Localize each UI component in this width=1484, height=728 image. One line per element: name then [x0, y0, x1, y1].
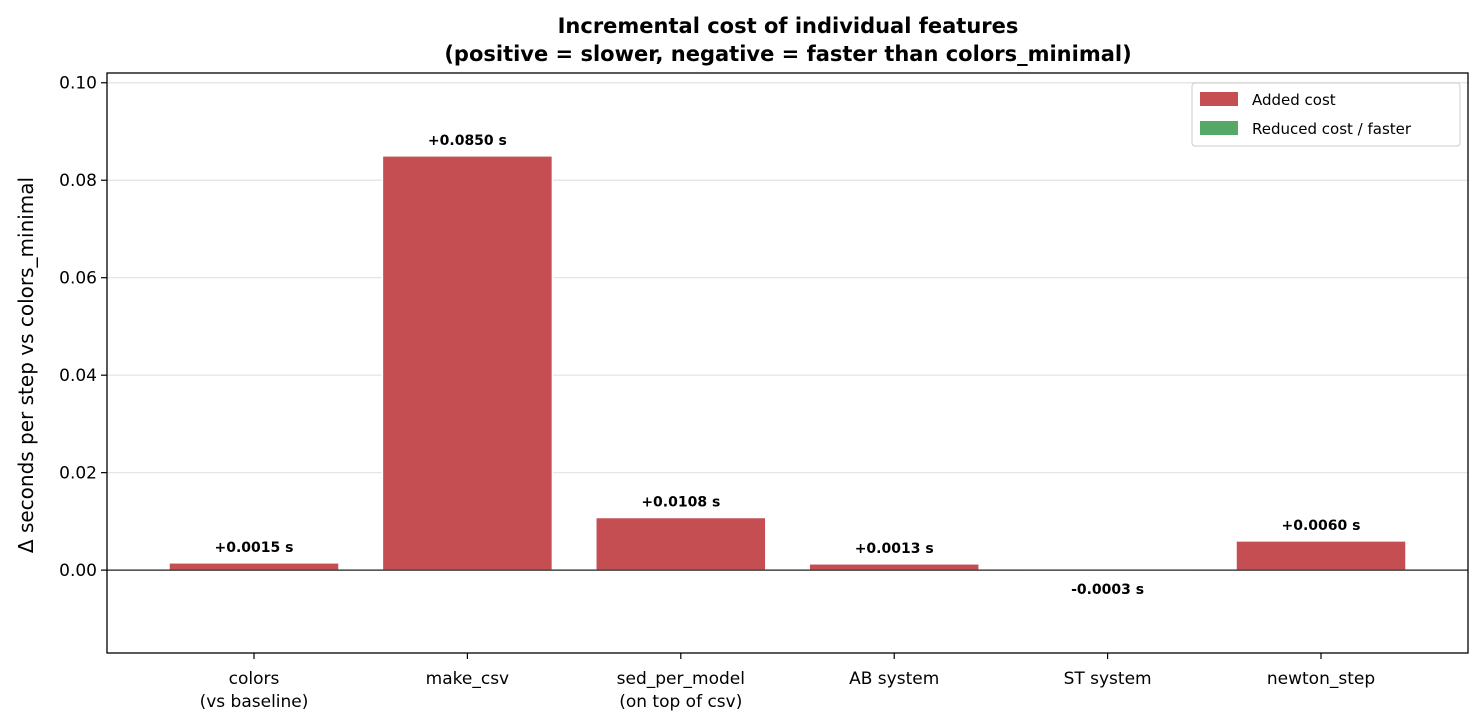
data-label: +0.0015 s: [215, 540, 294, 556]
chart-subtitle: (positive = slower, negative = faster th…: [444, 42, 1131, 66]
y-tick-label: 0.04: [59, 366, 97, 386]
legend-box: [1191, 82, 1461, 147]
data-labels: +0.0015 s +0.0850 s +0.0108 s +0.0013 s -0.0…: [215, 133, 1361, 598]
grid-lines: [107, 82, 1468, 571]
x-tick-label: colors: [229, 669, 280, 689]
bar: [595, 516, 767, 571]
x-tick-label: sed_per_model: [617, 669, 745, 689]
chart-title: Incremental cost of individual features: [558, 14, 1019, 38]
legend-swatch-added-cost: [1200, 92, 1238, 106]
y-tick-label: 0.06: [59, 269, 97, 289]
bar: [381, 155, 554, 571]
y-tick-label: 0.10: [59, 74, 97, 94]
data-label: +0.0060 s: [1282, 518, 1361, 534]
x-tick-label: ST system: [1064, 669, 1152, 689]
x-tick-label: AB system: [849, 669, 939, 689]
y-tick-label: 0.08: [59, 171, 97, 191]
x-axis-ticks: colors (vs baseline) make_csv sed_per_model…: [200, 653, 1375, 712]
x-tick-label: make_csv: [426, 669, 509, 689]
data-label: +0.0108 s: [641, 495, 720, 511]
x-tick-label: (on top of csv): [619, 692, 742, 712]
bar: [808, 563, 980, 571]
bar: [1235, 540, 1407, 571]
plot-frame: [106, 72, 1469, 654]
data-label: +0.0013 s: [855, 541, 934, 557]
y-axis-label: Δ seconds per step vs colors_minimal: [14, 177, 38, 553]
legend-label-reduced-cost: Reduced cost / faster: [1252, 120, 1412, 138]
legend: Added cost Reduced cost / faster: [1191, 82, 1461, 147]
legend-label-added-cost: Added cost: [1252, 91, 1336, 109]
bar: [168, 562, 340, 571]
bars: [168, 155, 1407, 573]
data-label: -0.0003 s: [1071, 582, 1144, 598]
x-tick-label: (vs baseline): [200, 692, 309, 712]
x-tick-label: newton_step: [1267, 669, 1375, 689]
y-tick-label: 0.00: [59, 561, 97, 581]
legend-swatch-reduced-cost: [1200, 121, 1238, 135]
data-label: +0.0850 s: [428, 133, 507, 149]
y-axis-ticks: 0.00 0.02 0.04 0.06 0.08 0.10: [59, 74, 107, 581]
y-tick-label: 0.02: [59, 464, 97, 484]
